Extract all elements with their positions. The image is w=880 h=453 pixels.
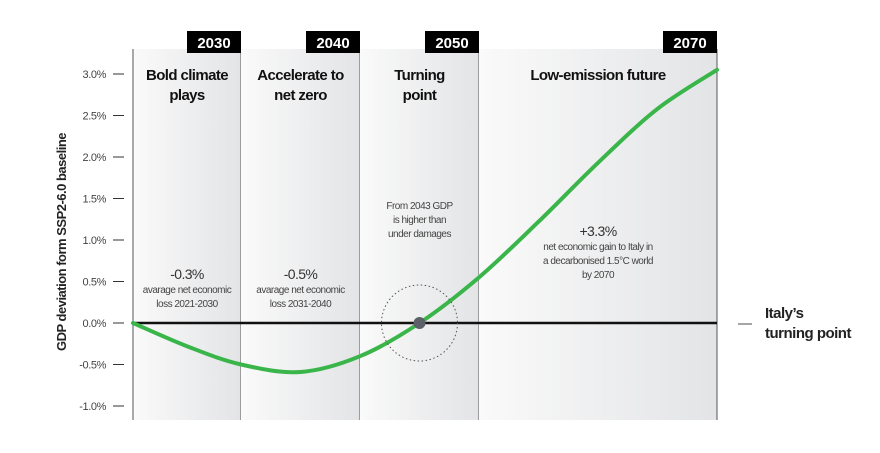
y-tick-label: -0.5% (79, 360, 106, 372)
phase-title: Low-emission future (530, 67, 666, 84)
phase-panel (360, 49, 479, 420)
phase-note: a decarbonised 1.5°C world (543, 256, 653, 267)
year-label: 2050 (435, 35, 468, 52)
y-axis-label: GDP deviation form SSP2-6.0 baseline (54, 133, 69, 351)
y-tick-label: 2.0% (83, 152, 107, 164)
turning-point-ring (381, 284, 458, 362)
phase-title: Bold climate (146, 67, 228, 84)
phase-note: by 2070 (582, 270, 615, 281)
y-tick-label: 2.5% (83, 111, 107, 123)
y-tick-label: 3.0% (83, 69, 107, 81)
phase-panel (479, 49, 717, 420)
phase-note: avarage net economic (143, 285, 232, 296)
legend-label: Italy’s (765, 305, 804, 322)
phase-note: loss 2021-2030 (156, 299, 218, 310)
year-badge (306, 31, 360, 53)
phase-note: is higher than (393, 215, 446, 226)
phase-title: Accelerate to (257, 67, 344, 84)
phase-title: Turning (394, 67, 445, 84)
phase-note: From 2043 GDP (386, 201, 453, 212)
phase-note: net economic gain to Italy in (543, 242, 652, 253)
series-line (131, 67, 719, 375)
y-tick-label: -1.0% (79, 401, 106, 413)
year-label: 2040 (316, 35, 349, 52)
y-tick-label: 0.5% (83, 277, 107, 289)
legend-label: turning point (765, 325, 851, 342)
y-tick-label: 1.5% (83, 194, 107, 206)
phase-panel (133, 49, 241, 420)
phase-title: point (403, 87, 437, 104)
phase-note: under damages (388, 229, 451, 240)
year-label: 2070 (673, 35, 706, 52)
year-label: 2030 (197, 35, 230, 52)
turning-point-marker (413, 317, 426, 329)
phase-value: +3.3% (579, 223, 616, 239)
phase-note: loss 2031-2040 (270, 299, 332, 310)
year-badge (663, 31, 717, 53)
phase-title: net zero (274, 87, 327, 104)
phase-note: avarage net economic (256, 285, 345, 296)
y-tick-label: 1.0% (83, 235, 107, 247)
year-badge (187, 31, 241, 53)
phase-title: plays (169, 87, 205, 104)
phase-value: -0.3% (170, 266, 204, 282)
phase-value: -0.5% (284, 266, 318, 282)
year-badge (425, 31, 479, 53)
phase-panel (241, 49, 360, 420)
y-tick-label: 0.0% (83, 318, 107, 330)
